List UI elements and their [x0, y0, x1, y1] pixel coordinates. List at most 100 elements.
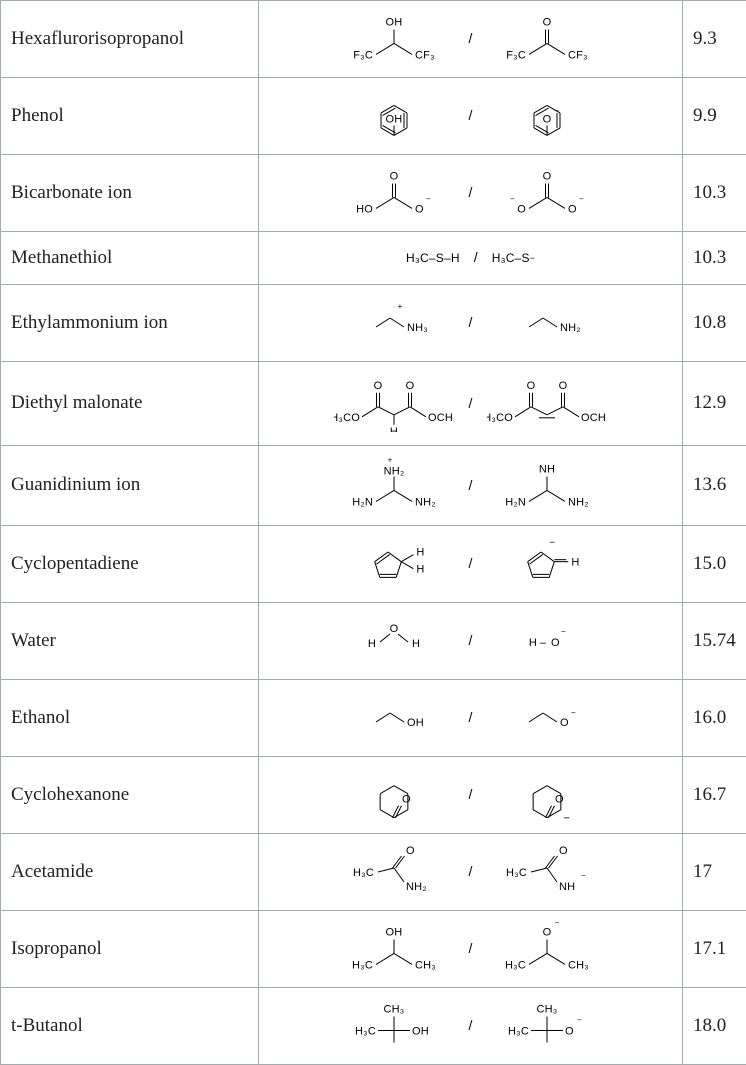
- svg-text:O: O: [542, 16, 551, 28]
- compound-name: Ethylammonium ion: [1, 285, 259, 362]
- pka-value: 16.7: [683, 757, 746, 834]
- svg-text:HO: HO: [357, 203, 374, 215]
- svg-text:O: O: [559, 845, 568, 857]
- separator-slash: /: [464, 183, 476, 203]
- pka-value: 10.3: [683, 232, 746, 285]
- svg-text:OH: OH: [386, 16, 403, 28]
- svg-text:−: −: [581, 871, 586, 880]
- pka-value: 17: [683, 834, 746, 911]
- structure-cell: OH / O−: [259, 78, 683, 155]
- svg-text:OCH₃: OCH₃: [581, 411, 607, 423]
- svg-text:−: −: [579, 194, 584, 203]
- separator-slash: /: [470, 248, 482, 268]
- svg-text:CF₃: CF₃: [415, 49, 435, 61]
- svg-text:NH₂: NH₂: [406, 881, 427, 893]
- structure-cell: +NH₂H₂NNH₂ / NHH₂NNH₂: [259, 446, 683, 526]
- svg-text:+: +: [388, 458, 393, 464]
- svg-text:O: O: [526, 379, 535, 391]
- table-row: Bicarbonate ion OHOO− / OO−O− 10.3: [1, 155, 746, 232]
- svg-text:NH₂: NH₂: [415, 496, 436, 508]
- compound-name: Hexaflurorisopropanol: [1, 1, 259, 78]
- svg-text:O: O: [555, 794, 564, 806]
- table-row: Isopropanol OHH₃CCH₃ / O−H₃CCH₃ 17.1: [1, 911, 746, 988]
- table-row: Water HOH / H–O− 15.74: [1, 603, 746, 680]
- structure-cell: H₃CONH₂ / H₃CONH−: [259, 834, 683, 911]
- svg-text:H₂N: H₂N: [505, 496, 526, 508]
- svg-text:−: −: [426, 194, 431, 203]
- pka-value: 13.6: [683, 446, 746, 526]
- svg-text:H: H: [368, 638, 376, 650]
- compound-name: Water: [1, 603, 259, 680]
- table-row: Hexaflurorisopropanol OH F₃C CF₃ / O F₃C CF₃…: [1, 1, 746, 78]
- svg-text:CF₃: CF₃: [568, 49, 588, 61]
- table-row: Cyclohexanone O / O− 16.7: [1, 757, 746, 834]
- svg-text:F₃C: F₃C: [506, 49, 526, 61]
- svg-text:OCH₃: OCH₃: [428, 411, 454, 423]
- structure-cell: HOH / H–O−: [259, 603, 683, 680]
- svg-text:F₃C: F₃C: [354, 49, 374, 61]
- separator-slash: /: [464, 29, 476, 49]
- svg-text:−: −: [561, 627, 566, 636]
- table-row: Ethanol OH / O− 16.0: [1, 680, 746, 757]
- svg-text:H: H: [417, 547, 425, 559]
- separator-slash: /: [464, 394, 476, 414]
- structure-cell: OOH₃COOCH₃H / OOH₃COOCH₃: [259, 362, 683, 446]
- pka-table-body: Hexaflurorisopropanol OHF₃CCF₃ / OF₃CCF₃…: [1, 1, 746, 1065]
- svg-text:O: O: [565, 1025, 574, 1037]
- svg-text:O: O: [415, 203, 424, 215]
- structure-cell: CH₃H₃COH / CH₃H₃CO−: [259, 988, 683, 1065]
- table-row: Acetamide H₃CONH₂ / H₃CONH− 17: [1, 834, 746, 911]
- svg-text:O: O: [551, 637, 560, 649]
- svg-text:−: −: [549, 538, 555, 549]
- svg-text:O: O: [406, 379, 415, 391]
- structure-cell: O / O−: [259, 757, 683, 834]
- svg-text:O: O: [390, 170, 399, 182]
- compound-name: Cyclohexanone: [1, 757, 259, 834]
- separator-slash: /: [464, 862, 476, 882]
- structure-cell: +NH₃ / NH₂: [259, 285, 683, 362]
- svg-text:O: O: [542, 926, 551, 938]
- svg-text:H₃C: H₃C: [506, 867, 527, 879]
- svg-text:H: H: [528, 637, 536, 649]
- compound-name: Cyclopentadiene: [1, 526, 259, 603]
- separator-slash: /: [464, 708, 476, 728]
- separator-slash: /: [464, 476, 476, 496]
- svg-text:−: −: [554, 921, 559, 927]
- svg-text:OH: OH: [407, 717, 424, 729]
- separator-slash: /: [464, 1016, 476, 1036]
- structure-cell: OHH₃CCH₃ / O−H₃CCH₃: [259, 911, 683, 988]
- table-row: Diethyl malonate OOH₃COOCH₃H / OOH₃COOCH…: [1, 362, 746, 446]
- compound-name: Bicarbonate ion: [1, 155, 259, 232]
- compound-name: Ethanol: [1, 680, 259, 757]
- pka-value: 12.9: [683, 362, 746, 446]
- structure-cell: H₃C–S–H / H₃C–S−: [259, 232, 683, 285]
- svg-text:CH₃: CH₃: [415, 959, 436, 971]
- pka-value: 9.9: [683, 78, 746, 155]
- table-row: Cyclopentadiene HH / H− 15.0: [1, 526, 746, 603]
- svg-text:H₂N: H₂N: [353, 496, 374, 508]
- pka-value: 10.8: [683, 285, 746, 362]
- svg-text:−: −: [563, 813, 570, 823]
- svg-text:O: O: [402, 794, 411, 806]
- svg-text:OH: OH: [386, 113, 403, 125]
- svg-text:O: O: [558, 379, 567, 391]
- svg-text:CH₃: CH₃: [384, 1003, 405, 1015]
- compound-name: Diethyl malonate: [1, 362, 259, 446]
- svg-text:–: –: [539, 637, 546, 649]
- structure-cell: OH F₃C CF₃ / O F₃C CF₃: [259, 1, 683, 78]
- separator-slash: /: [464, 313, 476, 333]
- compound-name: t-Butanol: [1, 988, 259, 1065]
- svg-text:O: O: [406, 845, 415, 857]
- svg-text:H₃C: H₃C: [508, 1025, 529, 1037]
- table-row: t-Butanol CH₃H₃COH / CH₃H₃CO− 18.0: [1, 988, 746, 1065]
- compound-name: Acetamide: [1, 834, 259, 911]
- compound-name: Isopropanol: [1, 911, 259, 988]
- structure-cell: HH / H−: [259, 526, 683, 603]
- svg-text:H₃C: H₃C: [355, 1025, 376, 1037]
- svg-text:H₃C: H₃C: [505, 959, 526, 971]
- svg-text:H₃CO: H₃CO: [487, 411, 513, 423]
- table-row: Phenol OH / O− 9.9: [1, 78, 746, 155]
- pka-table: Hexaflurorisopropanol OHF₃CCF₃ / OF₃CCF₃…: [0, 0, 746, 1065]
- svg-text:OH: OH: [412, 1025, 429, 1037]
- svg-text:H₃C: H₃C: [352, 959, 373, 971]
